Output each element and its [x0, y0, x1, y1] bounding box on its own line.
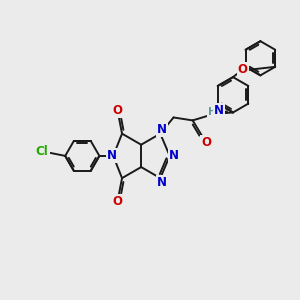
Text: N: N	[169, 149, 179, 162]
Text: N: N	[107, 149, 117, 162]
Text: N: N	[214, 104, 224, 117]
Text: O: O	[112, 195, 122, 208]
Text: O: O	[238, 63, 248, 76]
Text: N: N	[157, 123, 167, 136]
Text: O: O	[112, 103, 122, 117]
Text: Cl: Cl	[36, 145, 49, 158]
Text: O: O	[201, 136, 211, 149]
Text: N: N	[157, 176, 167, 189]
Text: H: H	[208, 107, 217, 118]
